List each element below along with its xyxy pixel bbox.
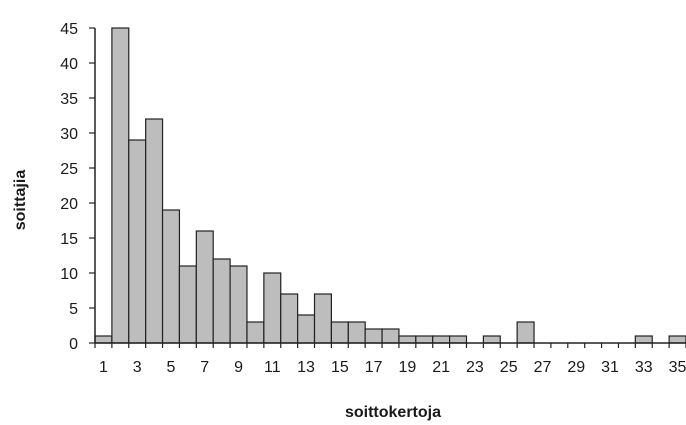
bar-11 xyxy=(263,272,282,344)
x-tick-label: 1 xyxy=(99,359,108,376)
bar-35 xyxy=(668,335,686,344)
x-axis-title: soittokertoja xyxy=(345,404,441,421)
x-tick-label: 21 xyxy=(432,359,450,376)
bar-26 xyxy=(516,321,535,344)
x-tick-label: 23 xyxy=(466,359,484,376)
x-tick-label: 31 xyxy=(601,359,619,376)
bar-12 xyxy=(280,293,299,344)
y-tick-label: 30 xyxy=(60,126,78,143)
x-tick-label: 3 xyxy=(133,359,142,376)
x-tick-label: 13 xyxy=(297,359,315,376)
bar-24 xyxy=(482,335,501,344)
y-tick-label: 35 xyxy=(60,91,78,108)
x-tick-label: 25 xyxy=(500,359,518,376)
x-tick-label: 15 xyxy=(331,359,349,376)
x-tick-label: 29 xyxy=(567,359,585,376)
bar-5 xyxy=(161,209,181,344)
x-tick-label: 27 xyxy=(534,359,552,376)
y-axis-ticks: 0 5 10 15 20 25 30 35 40 45 xyxy=(60,21,95,353)
bar-19 xyxy=(398,335,417,344)
y-tick-label: 20 xyxy=(60,196,78,213)
bar-17 xyxy=(364,328,383,344)
y-tick-label: 0 xyxy=(69,336,78,353)
y-tick-label: 40 xyxy=(60,56,78,73)
bar-3 xyxy=(128,139,147,344)
bar-15 xyxy=(330,321,349,344)
y-axis-title: soittajia xyxy=(12,170,29,231)
bar-21 xyxy=(432,335,451,344)
bar-20 xyxy=(415,335,434,344)
y-tick-label: 5 xyxy=(69,301,78,318)
bar-9 xyxy=(229,265,248,344)
x-tick-label: 11 xyxy=(264,359,281,376)
x-tick-label: 9 xyxy=(234,359,243,376)
bar-2 xyxy=(111,27,130,344)
x-tick-label: 17 xyxy=(365,359,383,376)
x-tick-label: 7 xyxy=(200,359,209,376)
x-axis-ticks: 1 3 5 7 9 11 13 15 17 19 21 23 25 27 29 31 33 35 xyxy=(94,343,686,376)
bar-7 xyxy=(195,230,214,344)
bar-22 xyxy=(449,335,468,344)
y-tick-label: 15 xyxy=(60,231,78,248)
y-tick-label: 10 xyxy=(60,266,78,283)
bar-1 xyxy=(94,335,113,344)
y-tick-label: 25 xyxy=(60,161,78,178)
bar-33 xyxy=(634,335,653,344)
x-tick-label: 5 xyxy=(167,359,176,376)
bars-group xyxy=(94,27,686,344)
bar-10 xyxy=(246,321,265,344)
bar-14 xyxy=(313,293,333,344)
bar-13 xyxy=(297,314,316,344)
bar-6 xyxy=(178,265,197,344)
bar-16 xyxy=(347,321,366,344)
bar-18 xyxy=(381,328,400,344)
x-tick-label: 33 xyxy=(635,359,653,376)
y-tick-label: 45 xyxy=(60,21,78,38)
bar-8 xyxy=(212,258,231,344)
bar-4 xyxy=(145,118,164,344)
x-tick-label: 19 xyxy=(398,359,416,376)
x-tick-label: 35 xyxy=(669,359,686,376)
